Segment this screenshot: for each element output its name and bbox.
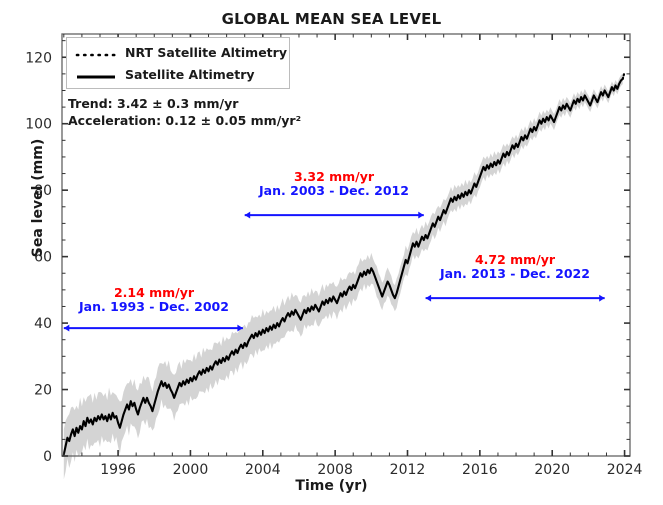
- svg-text:2016: 2016: [462, 462, 498, 478]
- svg-text:100: 100: [25, 117, 52, 133]
- svg-text:60: 60: [34, 250, 52, 266]
- trend-text: Trend: 3.42 ± 0.3 mm/yr: [68, 96, 239, 111]
- svg-text:2024: 2024: [607, 462, 643, 478]
- statistics-block: Trend: 3.42 ± 0.3 mm/yr Acceleration: 0.…: [68, 96, 301, 129]
- svg-text:40: 40: [34, 316, 52, 332]
- svg-text:2020: 2020: [534, 462, 570, 478]
- x-axis-label: Time (yr): [295, 478, 368, 494]
- svg-text:2008: 2008: [317, 462, 353, 478]
- legend-label-satellite: Satellite Altimetry: [125, 66, 255, 82]
- svg-text:120: 120: [25, 50, 52, 66]
- annotation-period-1: 2.14 mm/yr Jan. 1993 - Dec. 2002: [66, 285, 242, 315]
- annotation-rate-2: 3.32 mm/yr: [293, 169, 375, 184]
- legend-label-nrt: NRT Satellite Altimetry: [125, 44, 287, 60]
- svg-text:2012: 2012: [390, 462, 426, 478]
- svg-text:1996: 1996: [100, 462, 136, 478]
- legend-item-nrt: NRT Satellite Altimetry: [75, 43, 287, 61]
- annotation-period-3: 4.72 mm/yr Jan. 2013 - Dec. 2022: [424, 252, 606, 282]
- annotation-period-2: 3.32 mm/yr Jan. 2003 - Dec. 2012: [240, 169, 428, 199]
- annotation-range-1: Jan. 1993 - Dec. 2002: [79, 299, 229, 315]
- y-axis-label: Sea level (mm): [30, 138, 46, 258]
- page-title: GLOBAL MEAN SEA LEVEL: [221, 10, 442, 28]
- svg-text:2004: 2004: [245, 462, 281, 478]
- annotation-rate-1: 2.14 mm/yr: [113, 285, 195, 300]
- svg-text:80: 80: [34, 183, 52, 199]
- axes: [61, 33, 631, 457]
- dotted-line-icon: [75, 46, 117, 58]
- svg-text:20: 20: [34, 383, 52, 399]
- trend-arrows: [63, 211, 605, 332]
- solid-line-icon: [75, 68, 117, 80]
- svg-text:0: 0: [43, 449, 52, 465]
- acceleration-text: Acceleration: 0.12 ± 0.05 mm/yr²: [68, 112, 302, 128]
- annotation-rate-3: 4.72 mm/yr: [474, 252, 556, 267]
- nrt-line: [621, 71, 626, 80]
- sea-level-line: [62, 77, 624, 456]
- legend: NRT Satellite Altimetry Satellite Altime…: [66, 37, 290, 89]
- legend-item-satellite: Satellite Altimetry: [75, 65, 255, 83]
- annotation-range-3: Jan. 2013 - Dec. 2022: [440, 266, 590, 282]
- uncertainty-band: [63, 73, 623, 480]
- svg-text:2000: 2000: [173, 462, 209, 478]
- annotation-range-2: Jan. 2003 - Dec. 2012: [259, 183, 409, 199]
